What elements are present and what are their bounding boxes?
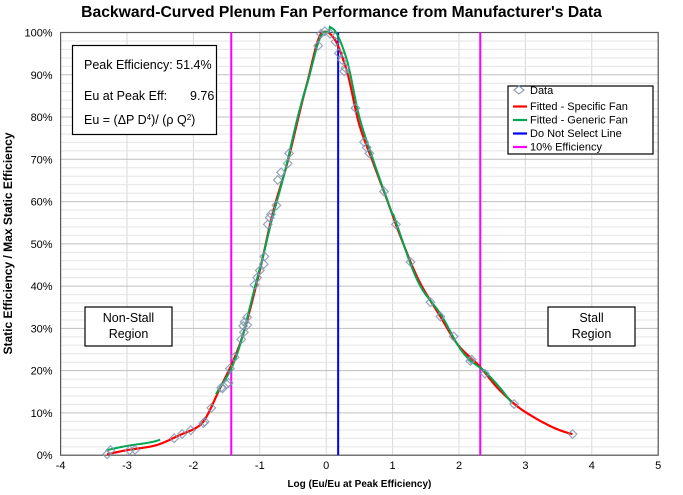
svg-text:Eu at Peak Eff:: Eu at Peak Eff: bbox=[84, 89, 167, 103]
svg-text:-1: -1 bbox=[255, 460, 265, 472]
svg-text:Data: Data bbox=[530, 85, 554, 97]
svg-text:Fitted - Specific Fan: Fitted - Specific Fan bbox=[530, 101, 628, 113]
svg-text:10%: 10% bbox=[31, 408, 53, 420]
svg-text:10% Efficiency: 10% Efficiency bbox=[530, 142, 602, 154]
svg-text:30%: 30% bbox=[31, 323, 53, 335]
svg-text:70%: 70% bbox=[31, 154, 53, 166]
svg-text:80%: 80% bbox=[31, 112, 53, 124]
svg-text:Region: Region bbox=[109, 327, 149, 341]
svg-text:Static Efficiency / Max Static: Static Efficiency / Max Static Efficienc… bbox=[1, 132, 15, 354]
svg-text:2: 2 bbox=[456, 460, 462, 472]
svg-text:40%: 40% bbox=[31, 281, 53, 293]
svg-text:Non-Stall: Non-Stall bbox=[103, 311, 154, 325]
svg-text:Peak Efficiency: 51.4%: Peak Efficiency: 51.4% bbox=[84, 58, 212, 72]
svg-text:Do Not Select Line: Do Not Select Line bbox=[530, 128, 622, 140]
svg-text:5: 5 bbox=[655, 460, 661, 472]
svg-text:20%: 20% bbox=[31, 366, 53, 378]
svg-text:9.76: 9.76 bbox=[190, 89, 214, 103]
svg-text:100%: 100% bbox=[24, 28, 52, 40]
svg-text:Fitted - Generic Fan: Fitted - Generic Fan bbox=[530, 115, 628, 127]
svg-text:Log (Eu/Eu at Peak Efficiency): Log (Eu/Eu at Peak Efficiency) bbox=[287, 479, 431, 490]
svg-text:-2: -2 bbox=[189, 460, 199, 472]
svg-text:90%: 90% bbox=[31, 70, 53, 82]
svg-text:Stall: Stall bbox=[579, 311, 603, 325]
svg-text:4: 4 bbox=[589, 460, 595, 472]
svg-text:1: 1 bbox=[390, 460, 396, 472]
svg-text:Eu = (ΔP D4)/ (ρ Q2): Eu = (ΔP D4)/ (ρ Q2) bbox=[84, 113, 195, 128]
svg-text:60%: 60% bbox=[31, 197, 53, 209]
svg-text:Region: Region bbox=[572, 327, 612, 341]
svg-text:50%: 50% bbox=[31, 239, 53, 251]
svg-text:0%: 0% bbox=[37, 450, 53, 462]
svg-text:0: 0 bbox=[323, 460, 329, 472]
svg-text:-3: -3 bbox=[122, 460, 132, 472]
svg-text:-4: -4 bbox=[56, 460, 66, 472]
svg-text:3: 3 bbox=[522, 460, 528, 472]
